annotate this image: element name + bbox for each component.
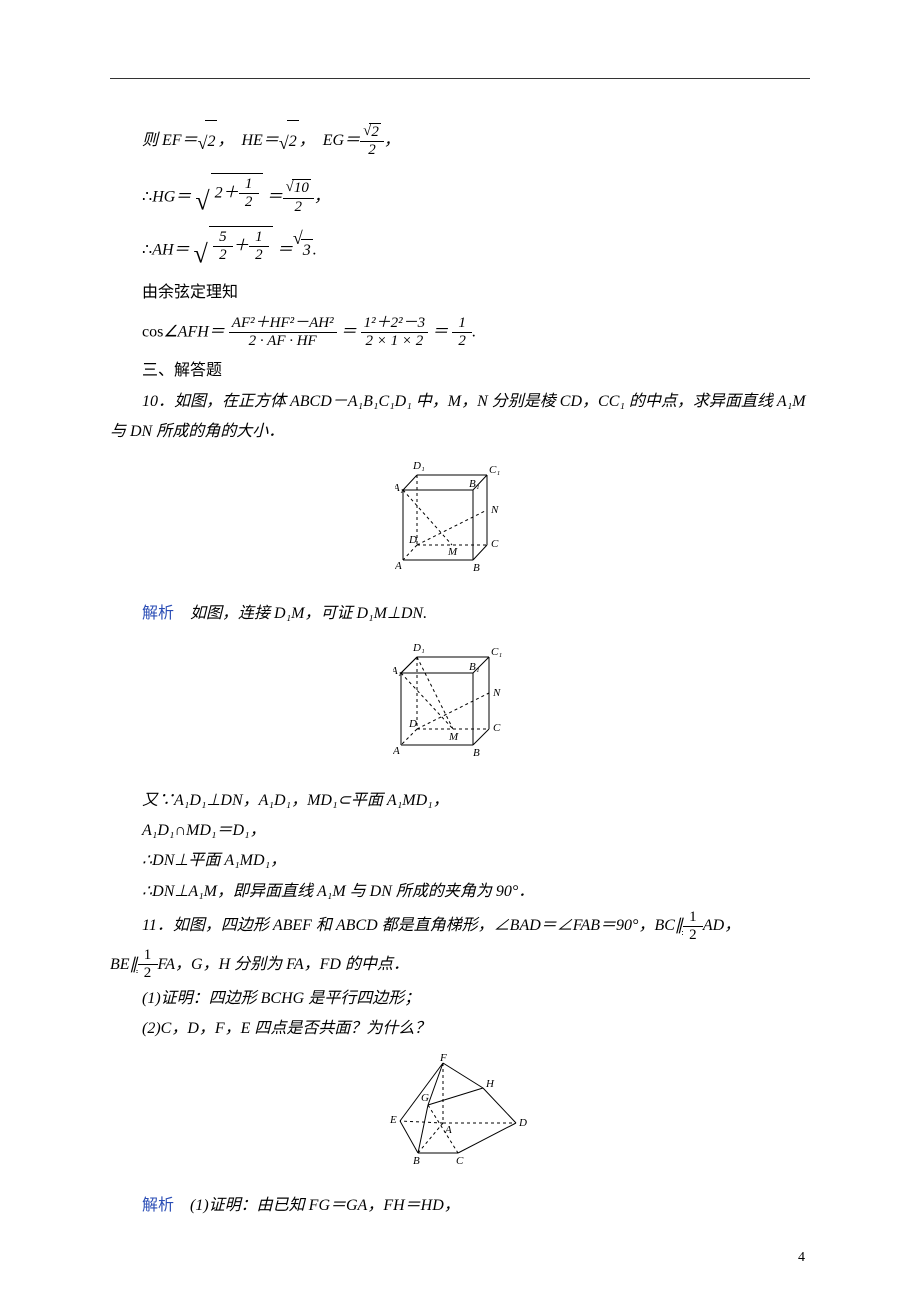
- svg-text:C: C: [456, 1155, 464, 1167]
- svg-text:D: D: [408, 718, 417, 730]
- svg-text:C: C: [491, 538, 499, 550]
- q10-proof-4: ∴DN⊥A₁M，即异面直线 A₁M 与 DN 所成的夹角为 90°．: [110, 877, 810, 907]
- svg-text:B: B: [413, 1155, 420, 1167]
- q11-stem-a: 11．如图，四边形 ABEF 和 ABCD 都是直角梯形，∠BAD＝∠FAB＝9…: [110, 907, 810, 945]
- svg-text:G: G: [421, 1092, 429, 1104]
- q10-stem-line2: 与 DN 所成的角的大小．: [110, 417, 810, 447]
- svg-text:M: M: [448, 731, 459, 743]
- q10-proof-2: A₁D₁∩MD₁＝D₁，: [110, 816, 810, 846]
- figure-pyramid: F H G E A D B C: [110, 1053, 810, 1179]
- q11-sub2: (2)C，D，F，E 四点是否共面？为什么？: [110, 1014, 810, 1044]
- page-number: 4: [798, 1245, 805, 1272]
- q10-stem-line1: 10．如图，在正方体 ABCD－A₁B₁C₁D₁ 中，M，N 分别是棱 CD，C…: [110, 387, 810, 417]
- svg-text:M: M: [447, 546, 458, 558]
- figure-cube-2: D₁ C₁ A₁ B₁ N D C M A B: [110, 637, 810, 773]
- figure-cube-1: D₁ C₁ A₁ B₁ N D C M A B: [110, 455, 810, 586]
- svg-text:E: E: [389, 1114, 397, 1126]
- svg-text:N: N: [492, 687, 501, 699]
- svg-text:A: A: [444, 1124, 452, 1136]
- svg-text:B₁: B₁: [469, 478, 480, 490]
- svg-text:B: B: [473, 747, 480, 759]
- svg-text:B₁: B₁: [469, 661, 480, 673]
- svg-text:D₁: D₁: [412, 460, 425, 472]
- svg-text:F: F: [439, 1053, 447, 1064]
- q11-solution: 解析 (1)证明：由已知 FG＝GA，FH＝HD，: [110, 1191, 810, 1221]
- svg-text:C₁: C₁: [491, 646, 502, 658]
- q11-sub1: (1)证明：四边形 BCHG 是平行四边形；: [110, 984, 810, 1014]
- svg-text:A₁: A₁: [393, 665, 402, 677]
- cos-formula: cos∠AFH＝ AF²＋HF²－AH²2 · AF · HF ＝ 1²＋2²－…: [110, 315, 810, 351]
- svg-text:C₁: C₁: [489, 464, 500, 476]
- svg-text:A: A: [395, 560, 402, 572]
- section-3-heading: 三、解答题: [110, 356, 810, 386]
- q10-proof-3: ∴DN⊥平面 A₁MD₁，: [110, 846, 810, 876]
- top-line-hg: ∴HG＝ √ 2＋12 ＝√102，: [110, 173, 810, 220]
- q10-proof-1: 又∵A₁D₁⊥DN，A₁D₁，MD₁⊂平面 A₁MD₁，: [110, 786, 810, 816]
- top-line-ef-he-eg: 则 EF＝√2， HE＝√2， EG＝√22，: [110, 120, 810, 167]
- svg-text:N: N: [490, 504, 499, 516]
- svg-text:B: B: [473, 562, 480, 574]
- svg-text:D: D: [518, 1117, 527, 1129]
- top-line-ah: ∴AH＝ √ 52＋12 ＝√3.: [110, 226, 810, 273]
- svg-text:H: H: [485, 1078, 495, 1090]
- svg-text:D: D: [408, 534, 417, 546]
- svg-text:A: A: [393, 745, 400, 757]
- cos-label: 由余弦定理知: [110, 278, 810, 308]
- q11-stem-b: BE∥12FA，G，H 分别为 FA，FD 的中点．: [110, 946, 810, 984]
- q10-solution-line1: 解析 如图，连接 D₁M，可证 D₁M⊥DN.: [110, 599, 810, 629]
- svg-text:C: C: [493, 722, 501, 734]
- svg-text:A₁: A₁: [395, 482, 404, 494]
- svg-text:D₁: D₁: [412, 642, 425, 654]
